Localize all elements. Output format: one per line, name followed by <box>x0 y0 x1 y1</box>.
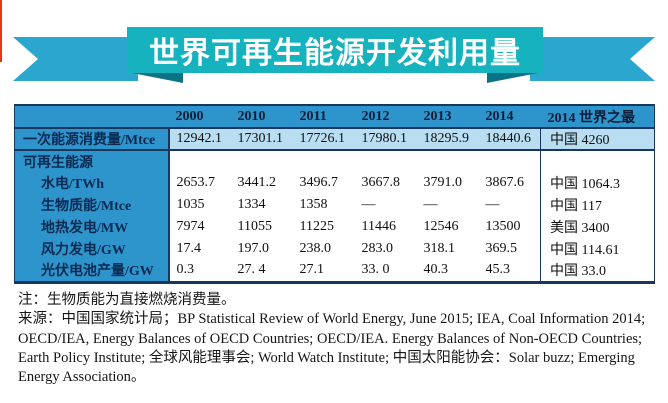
row-label: 光伏电池产量/GW <box>14 260 170 282</box>
record-cell: 中国 117 <box>540 194 655 216</box>
row-label: 可再生能源 <box>14 150 170 172</box>
ribbon-tail-left <box>13 37 138 81</box>
cell: 7974 <box>168 216 231 238</box>
table-row-hydro: 水电/TWh 2653.7 3441.2 3496.7 3667.8 3791.… <box>14 172 655 194</box>
cell <box>478 150 541 172</box>
cell: 27.1 <box>292 260 355 282</box>
ribbon-tail-right <box>530 37 655 81</box>
table-row-renewable-section: 可再生能源 <box>14 150 655 172</box>
col-header-2014: 2014 <box>478 105 541 128</box>
note-biomass: 注：生物质能为直接燃烧消费量。 <box>18 292 236 308</box>
table-row-geothermal: 地热发电/MW 7974 11055 11225 11446 12546 135… <box>14 216 655 238</box>
record-cell: 中国 33.0 <box>540 260 655 282</box>
cell <box>292 150 355 172</box>
cell: 12546 <box>416 216 479 238</box>
cell: 33. 0 <box>354 260 417 282</box>
row-label: 一次能源消费量/Mtce <box>14 128 170 150</box>
cell: 45.3 <box>478 260 541 282</box>
source-note: 来源：中国国家统计局；BP Statistical Review of Worl… <box>18 311 646 386</box>
col-header-2013: 2013 <box>416 105 479 128</box>
left-red-edge-strip <box>0 0 2 62</box>
cell: 40.3 <box>416 260 479 282</box>
table-header-row: 2000 2010 2011 2012 2013 2014 2014 世界之最 <box>14 105 655 128</box>
footnotes: 注：生物质能为直接燃烧消费量。 来源：中国国家统计局；BP Statistica… <box>18 291 662 387</box>
col-header-2012: 2012 <box>354 105 417 128</box>
cell: 2653.7 <box>168 172 231 194</box>
cell <box>416 150 479 172</box>
record-cell: 中国 4260 <box>540 128 655 150</box>
ribbon-fold-left <box>127 72 183 83</box>
table-row-wind: 风力发电/GW 17.4 197.0 238.0 283.0 318.1 369… <box>14 238 655 260</box>
cell: 3441.2 <box>230 172 293 194</box>
cell: 1358 <box>292 194 355 216</box>
cell: 18295.9 <box>416 128 479 150</box>
cell: 318.1 <box>416 238 479 260</box>
cell: 369.5 <box>478 238 541 260</box>
ribbon-fold-right <box>487 72 543 83</box>
record-cell: 中国 114.61 <box>540 238 655 260</box>
cell: — <box>416 194 479 216</box>
cell: 283.0 <box>354 238 417 260</box>
cell: 17301.1 <box>230 128 293 150</box>
cell: 1035 <box>168 194 231 216</box>
record-cell <box>540 150 655 172</box>
cell <box>168 150 231 172</box>
cell: 1334 <box>230 194 293 216</box>
table-row-pv: 光伏电池产量/GW 0.3 27. 4 27.1 33. 0 40.3 45.3… <box>14 260 655 282</box>
row-label: 地热发电/MW <box>14 216 170 238</box>
col-header-world-record: 2014 世界之最 <box>540 105 655 128</box>
cell: 0.3 <box>168 260 231 282</box>
col-header-2000: 2000 <box>168 105 231 128</box>
data-table: 2000 2010 2011 2012 2013 2014 2014 世界之最 … <box>14 104 655 284</box>
cell: 197.0 <box>230 238 293 260</box>
cell: 17980.1 <box>354 128 417 150</box>
cell: 17726.1 <box>292 128 355 150</box>
col-header-label <box>14 105 169 128</box>
record-cell: 中国 1064.3 <box>540 172 655 194</box>
cell: 17.4 <box>168 238 231 260</box>
page-title: 世界可再生能源开发利用量 <box>149 37 521 70</box>
row-label: 生物质能/Mtce <box>14 194 170 216</box>
cell: 3791.0 <box>416 172 479 194</box>
cell: 11446 <box>354 216 417 238</box>
cell: 3867.6 <box>478 172 541 194</box>
cell: — <box>478 194 541 216</box>
cell: 3496.7 <box>292 172 355 194</box>
ribbon-banner: 世界可再生能源开发利用量 <box>0 0 668 100</box>
cell: 3667.8 <box>354 172 417 194</box>
col-header-2010: 2010 <box>230 105 293 128</box>
ribbon-band: 世界可再生能源开发利用量 <box>127 27 543 73</box>
cell: 18440.6 <box>478 128 541 150</box>
cell: 27. 4 <box>230 260 293 282</box>
record-cell: 美国 3400 <box>540 216 655 238</box>
cell: 12942.1 <box>168 128 231 150</box>
table-row-biomass: 生物质能/Mtce 1035 1334 1358 — — — 中国 117 <box>14 194 655 216</box>
cell: — <box>354 194 417 216</box>
cell: 11225 <box>292 216 355 238</box>
cell: 238.0 <box>292 238 355 260</box>
row-label: 水电/TWh <box>14 172 170 194</box>
cell <box>230 150 293 172</box>
cell <box>354 150 417 172</box>
table-row-primary-energy: 一次能源消费量/Mtce 12942.1 17301.1 17726.1 179… <box>14 128 655 150</box>
cell: 13500 <box>478 216 541 238</box>
cell: 11055 <box>230 216 293 238</box>
row-label: 风力发电/GW <box>14 238 170 260</box>
col-header-2011: 2011 <box>292 105 355 128</box>
